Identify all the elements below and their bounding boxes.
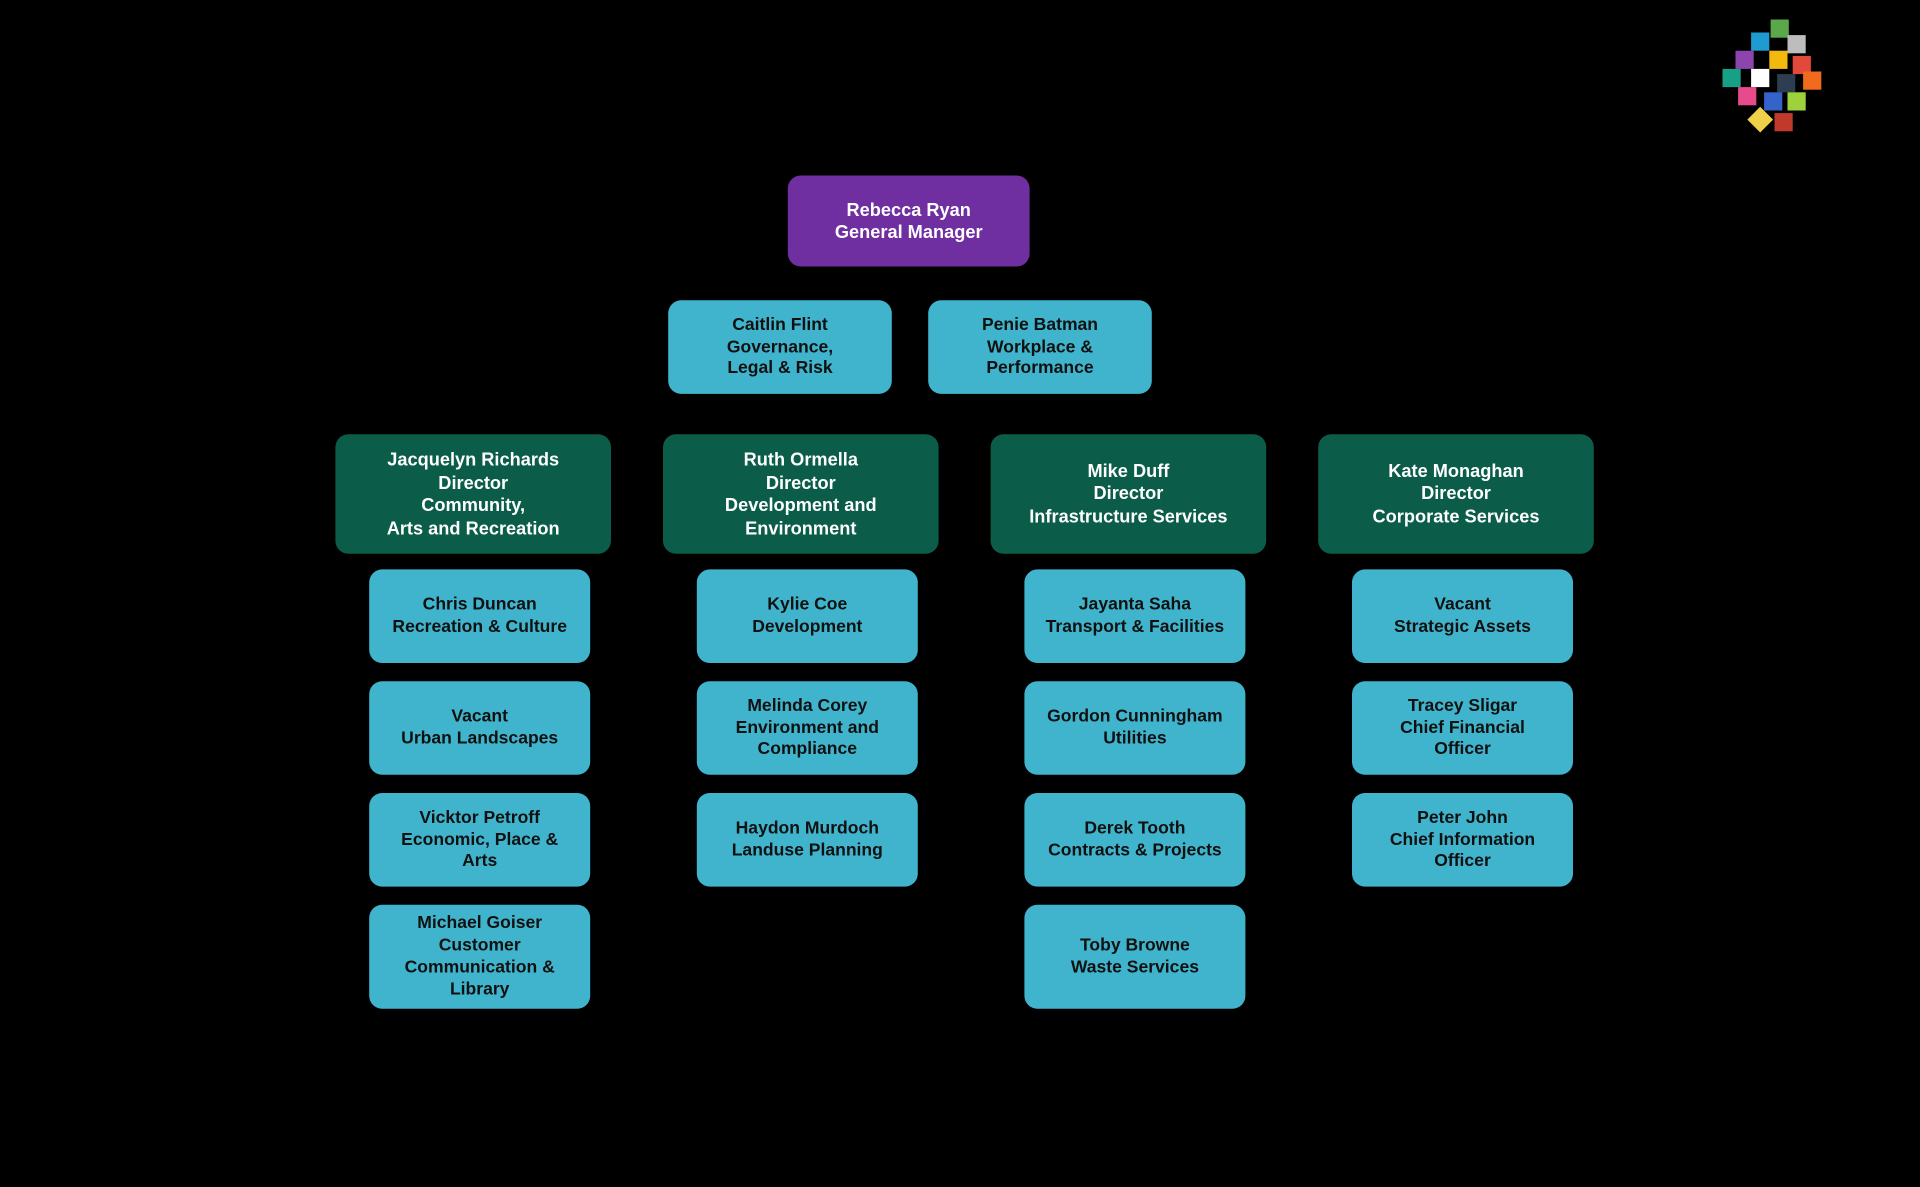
subordinate-text: Customer <box>439 935 521 957</box>
subordinate-box: Michael GoiserCustomerCommunication &Lib… <box>369 905 590 1009</box>
subordinate-text: Waste Services <box>1071 957 1199 979</box>
subordinate-text: Officer <box>1434 739 1491 761</box>
subordinate-text: Melinda Corey <box>747 695 867 717</box>
staff-2-role-a: Workplace & <box>987 336 1093 358</box>
subordinate-box: VacantStrategic Assets <box>1352 569 1573 663</box>
subordinate-box: Haydon MurdochLanduse Planning <box>697 793 918 887</box>
director-2-title: Director <box>766 471 836 494</box>
director-1-title: Director <box>438 471 508 494</box>
subordinate-box: Tracey SligarChief FinancialOfficer <box>1352 681 1573 775</box>
subordinate-text: Communication & <box>405 957 555 979</box>
director-4-title: Director <box>1421 483 1491 506</box>
subordinate-text: Utilities <box>1103 728 1166 750</box>
subordinate-text: Michael Goiser <box>417 913 542 935</box>
director-3-name: Mike Duff <box>1087 460 1169 483</box>
subordinate-text: Recreation & Culture <box>392 616 567 638</box>
staff-box-1: Caitlin Flint Governance, Legal & Risk <box>668 300 892 394</box>
subordinate-text: Library <box>450 979 510 1001</box>
subordinate-text: Officer <box>1434 851 1491 873</box>
subordinate-box: Kylie CoeDevelopment <box>697 569 918 663</box>
subordinate-text: Compliance <box>758 739 857 761</box>
subordinate-box: Toby BrowneWaste Services <box>1024 905 1245 1009</box>
staff-1-role-b: Legal & Risk <box>727 358 832 380</box>
brand-logo <box>1712 20 1829 144</box>
subordinate-text: Jayanta Saha <box>1079 594 1191 616</box>
gm-box: Rebecca Ryan General Manager <box>788 176 1030 267</box>
director-2-dept-a: Development and <box>725 494 877 517</box>
director-1-name: Jacquelyn Richards <box>387 448 559 471</box>
subordinate-text: Toby Browne <box>1080 935 1190 957</box>
subordinate-text: Kylie Coe <box>767 594 847 616</box>
staff-1-role-a: Governance, <box>727 336 833 358</box>
staff-1-name: Caitlin Flint <box>732 314 828 336</box>
subordinate-text: Vacant <box>1434 594 1491 616</box>
director-2-name: Ruth Ormella <box>744 448 858 471</box>
subordinate-text: Vacant <box>451 706 508 728</box>
subordinate-text: Development <box>752 616 862 638</box>
director-box-3: Mike Duff Director Infrastructure Servic… <box>991 434 1267 554</box>
subordinate-text: Gordon Cunningham <box>1047 706 1222 728</box>
subordinate-text: Chief Information <box>1390 829 1535 851</box>
subordinate-text: Environment and <box>736 717 879 739</box>
staff-2-name: Penie Batman <box>982 314 1098 336</box>
subordinate-text: Peter John <box>1417 807 1508 829</box>
subordinate-text: Landuse Planning <box>732 840 883 862</box>
subordinate-box: Peter JohnChief InformationOfficer <box>1352 793 1573 887</box>
director-3-title: Director <box>1094 483 1164 506</box>
director-1-dept-a: Community, <box>421 494 525 517</box>
director-box-1: Jacquelyn Richards Director Community, A… <box>335 434 611 554</box>
subordinate-text: Chris Duncan <box>423 594 537 616</box>
org-chart: Rebecca Ryan General Manager Caitlin Fli… <box>0 0 1920 1187</box>
director-3-dept: Infrastructure Services <box>1029 505 1227 528</box>
subordinate-text: Urban Landscapes <box>401 728 558 750</box>
subordinate-box: Derek ToothContracts & Projects <box>1024 793 1245 887</box>
director-2-dept-b: Environment <box>745 517 856 540</box>
subordinate-text: Tracey Sligar <box>1408 695 1517 717</box>
subordinate-box: Gordon CunninghamUtilities <box>1024 681 1245 775</box>
subordinate-text: Arts <box>462 851 497 873</box>
staff-box-2: Penie Batman Workplace & Performance <box>928 300 1152 394</box>
subordinate-box: Chris DuncanRecreation & Culture <box>369 569 590 663</box>
subordinate-box: Vicktor PetroffEconomic, Place &Arts <box>369 793 590 887</box>
subordinate-text: Transport & Facilities <box>1046 616 1224 638</box>
gm-title: General Manager <box>835 221 983 244</box>
subordinate-text: Contracts & Projects <box>1048 840 1222 862</box>
subordinate-text: Haydon Murdoch <box>736 818 879 840</box>
subordinate-box: VacantUrban Landscapes <box>369 681 590 775</box>
gm-name: Rebecca Ryan <box>846 198 970 221</box>
subordinate-text: Strategic Assets <box>1394 616 1531 638</box>
director-1-dept-b: Arts and Recreation <box>387 517 560 540</box>
director-box-2: Ruth Ormella Director Development and En… <box>663 434 939 554</box>
director-box-4: Kate Monaghan Director Corporate Service… <box>1318 434 1594 554</box>
director-4-dept: Corporate Services <box>1373 505 1540 528</box>
subordinate-box: Melinda CoreyEnvironment andCompliance <box>697 681 918 775</box>
subordinate-text: Vicktor Petroff <box>419 807 540 829</box>
director-4-name: Kate Monaghan <box>1388 460 1524 483</box>
subordinate-text: Chief Financial <box>1400 717 1525 739</box>
subordinate-box: Jayanta SahaTransport & Facilities <box>1024 569 1245 663</box>
staff-2-role-b: Performance <box>986 358 1093 380</box>
subordinate-text: Economic, Place & <box>401 829 558 851</box>
subordinate-text: Derek Tooth <box>1084 818 1185 840</box>
